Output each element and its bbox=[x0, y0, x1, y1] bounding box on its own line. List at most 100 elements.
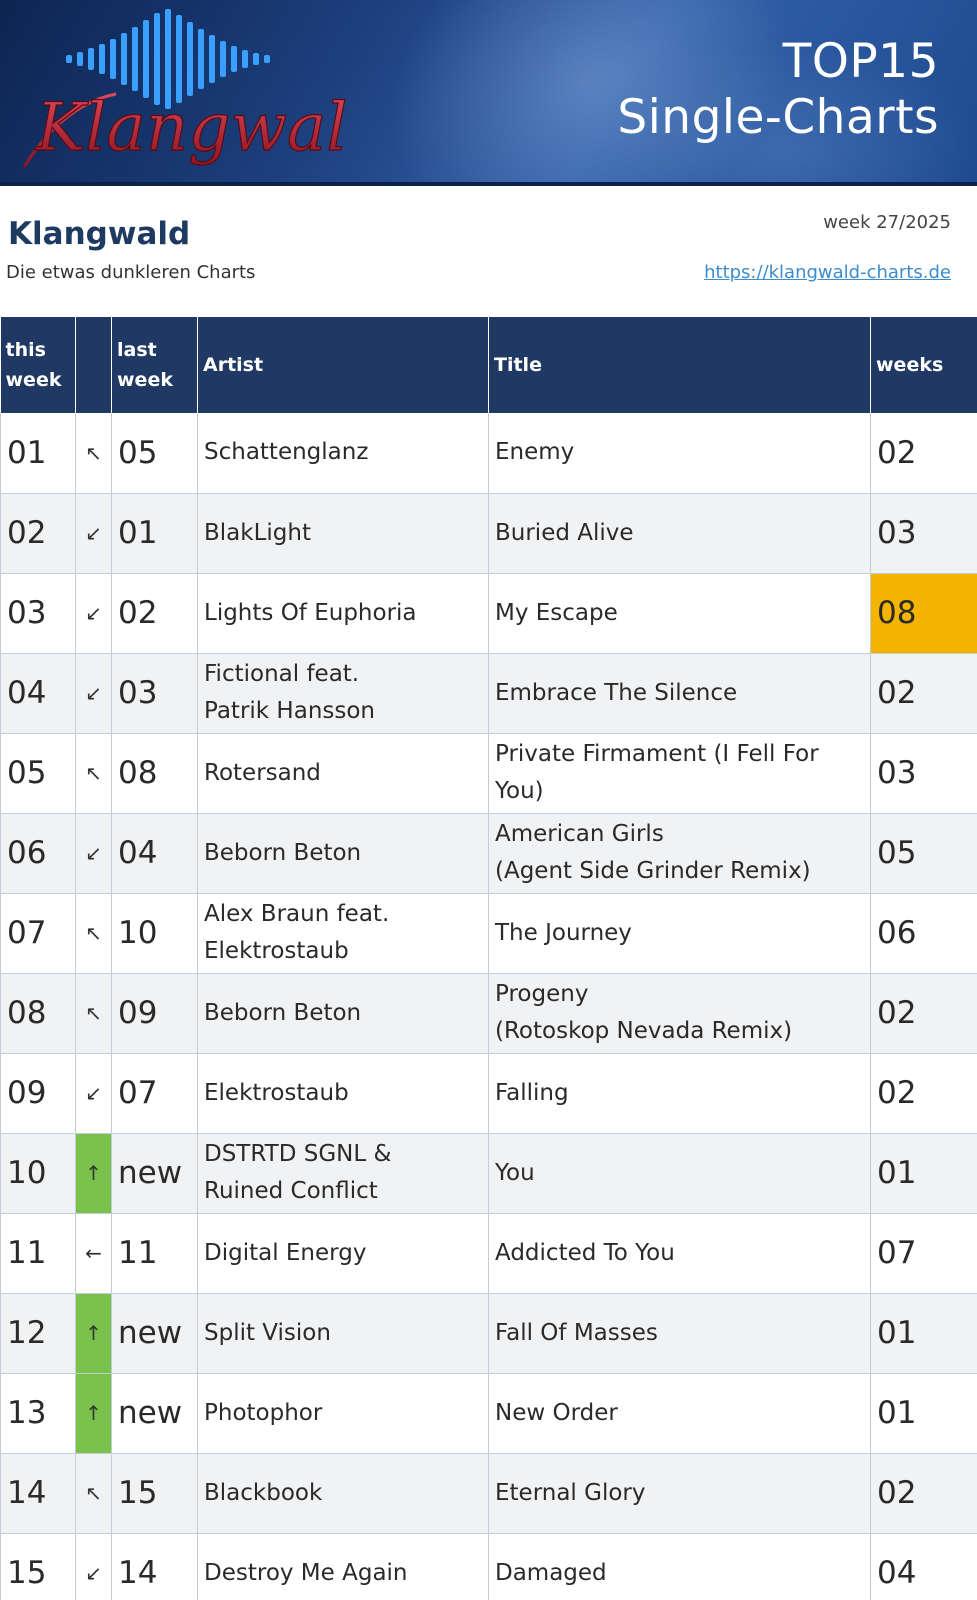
title-cell: Buried Alive bbox=[488, 493, 871, 574]
last-week-cell: 09 bbox=[111, 973, 198, 1054]
last-week-cell: new bbox=[111, 1373, 198, 1454]
artist-cell: Rotersand bbox=[197, 733, 489, 814]
artist-cell: Photophor bbox=[197, 1373, 489, 1454]
artist-cell: Digital Energy bbox=[197, 1213, 489, 1294]
column-header-this-week: this week bbox=[0, 317, 76, 413]
klangwald-logo: Klangwald bbox=[22, 88, 346, 168]
table-row: 02 ↙ 01 BlakLight Buried Alive 03 bbox=[0, 493, 977, 574]
weeks-cell: 01 bbox=[870, 1373, 977, 1454]
artist-cell: Beborn Beton bbox=[197, 973, 489, 1054]
trend-arrow-icon: ↑ bbox=[75, 1133, 112, 1214]
title-cell: Embrace The Silence bbox=[488, 653, 871, 734]
weeks-cell: 02 bbox=[870, 1053, 977, 1134]
last-week-cell: 05 bbox=[111, 413, 198, 494]
title-cell: American Girls (Agent Side Grinder Remix) bbox=[488, 813, 871, 894]
trend-arrow-icon: ↙ bbox=[75, 493, 112, 574]
artist-cell: Split Vision bbox=[197, 1293, 489, 1374]
banner-title: TOP15 Single-Charts bbox=[617, 34, 939, 146]
weeks-cell: 01 bbox=[870, 1133, 977, 1214]
trend-arrow-icon: ↑ bbox=[75, 1373, 112, 1454]
position-cell: 12 bbox=[0, 1293, 76, 1374]
artist-cell: Destroy Me Again bbox=[197, 1533, 489, 1600]
last-week-cell: 07 bbox=[111, 1053, 198, 1134]
title-cell: Addicted To You bbox=[488, 1213, 871, 1294]
position-cell: 02 bbox=[0, 493, 76, 574]
title-cell: Eternal Glory bbox=[488, 1453, 871, 1534]
artist-cell: Elektrostaub bbox=[197, 1053, 489, 1134]
column-header-last-week: last week bbox=[111, 317, 198, 413]
position-cell: 10 bbox=[0, 1133, 76, 1214]
last-week-cell: 14 bbox=[111, 1533, 198, 1600]
title-cell: Enemy bbox=[488, 413, 871, 494]
artist-cell: Schattenglanz bbox=[197, 413, 489, 494]
artist-cell: Fictional feat. Patrik Hansson bbox=[197, 653, 489, 734]
weeks-cell: 02 bbox=[870, 1453, 977, 1534]
title-cell: Private Firmament (I Fell For You) bbox=[488, 733, 871, 814]
column-header-trend bbox=[75, 317, 112, 413]
title-cell: New Order bbox=[488, 1373, 871, 1454]
title-cell: The Journey bbox=[488, 893, 871, 974]
position-cell: 03 bbox=[0, 573, 76, 654]
sound-wave-icon bbox=[66, 9, 270, 109]
table-row: 10 ↑ new DSTRTD SGNL & Ruined Conflict You 01 bbox=[0, 1133, 977, 1214]
weeks-cell: 04 bbox=[870, 1533, 977, 1600]
trend-arrow-icon: ↙ bbox=[75, 1533, 112, 1600]
column-header-artist: Artist bbox=[197, 317, 489, 413]
site-tagline: Die etwas dunkleren Charts bbox=[6, 262, 256, 283]
last-week-cell: 15 bbox=[111, 1453, 198, 1534]
trend-arrow-icon: ↖ bbox=[75, 1453, 112, 1534]
trend-arrow-icon: ↙ bbox=[75, 1053, 112, 1134]
weeks-cell: 06 bbox=[870, 893, 977, 974]
position-cell: 09 bbox=[0, 1053, 76, 1134]
table-row: 04 ↙ 03 Fictional feat. Patrik Hansson Embrac… bbox=[0, 653, 977, 734]
last-week-cell: 08 bbox=[111, 733, 198, 814]
table-row: 09 ↙ 07 Elektrostaub Falling 02 bbox=[0, 1053, 977, 1134]
last-week-cell: 10 bbox=[111, 893, 198, 974]
weeks-cell: 02 bbox=[870, 653, 977, 734]
trend-arrow-icon: ↖ bbox=[75, 893, 112, 974]
position-cell: 04 bbox=[0, 653, 76, 734]
table-row: 13 ↑ new Photophor New Order 01 bbox=[0, 1373, 977, 1454]
table-header-row: this week last week Artist Title weeks bbox=[0, 317, 977, 413]
artist-cell: Alex Braun feat. Elektrostaub bbox=[197, 893, 489, 974]
title-cell: Progeny (Rotoskop Nevada Remix) bbox=[488, 973, 871, 1054]
website-link[interactable]: https://klangwald-charts.de bbox=[704, 262, 951, 283]
weeks-cell: 03 bbox=[870, 733, 977, 814]
banner-title-line1: TOP15 bbox=[782, 34, 939, 89]
table-row: 07 ↖ 10 Alex Braun feat. Elektrostaub The Jou… bbox=[0, 893, 977, 974]
weeks-cell: 03 bbox=[870, 493, 977, 574]
position-cell: 01 bbox=[0, 413, 76, 494]
last-week-cell: 11 bbox=[111, 1213, 198, 1294]
weeks-cell: 02 bbox=[870, 973, 977, 1054]
title-cell: Falling bbox=[488, 1053, 871, 1134]
trend-arrow-icon: ↑ bbox=[75, 1293, 112, 1374]
last-week-cell: 02 bbox=[111, 573, 198, 654]
last-week-cell: new bbox=[111, 1293, 198, 1374]
last-week-cell: 01 bbox=[111, 493, 198, 574]
banner-title-line2: Single-Charts bbox=[617, 90, 939, 145]
last-week-cell: 04 bbox=[111, 813, 198, 894]
week-label: week 27/2025 bbox=[823, 212, 951, 233]
artist-cell: BlakLight bbox=[197, 493, 489, 574]
logo-text: Klangwald bbox=[35, 89, 346, 166]
table-row: 15 ↙ 14 Destroy Me Again Damaged 04 bbox=[0, 1533, 977, 1600]
trend-arrow-icon: ↖ bbox=[75, 973, 112, 1054]
table-row: 06 ↙ 04 Beborn Beton American Girls (Agent Si… bbox=[0, 813, 977, 894]
trend-arrow-icon: ← bbox=[75, 1213, 112, 1294]
position-cell: 05 bbox=[0, 733, 76, 814]
position-cell: 15 bbox=[0, 1533, 76, 1600]
column-header-title: Title bbox=[488, 317, 871, 413]
title-cell: Fall Of Masses bbox=[488, 1293, 871, 1374]
position-cell: 14 bbox=[0, 1453, 76, 1534]
weeks-cell: 01 bbox=[870, 1293, 977, 1374]
weeks-cell: 07 bbox=[870, 1213, 977, 1294]
artist-cell: Blackbook bbox=[197, 1453, 489, 1534]
position-cell: 08 bbox=[0, 973, 76, 1054]
table-row: 12 ↑ new Split Vision Fall Of Masses 01 bbox=[0, 1293, 977, 1374]
trend-arrow-icon: ↖ bbox=[75, 733, 112, 814]
header-banner: Klangwald TOP15 Single-Charts bbox=[0, 0, 977, 186]
artist-cell: Beborn Beton bbox=[197, 813, 489, 894]
trend-arrow-icon: ↙ bbox=[75, 653, 112, 734]
position-cell: 07 bbox=[0, 893, 76, 974]
weeks-cell: 02 bbox=[870, 413, 977, 494]
